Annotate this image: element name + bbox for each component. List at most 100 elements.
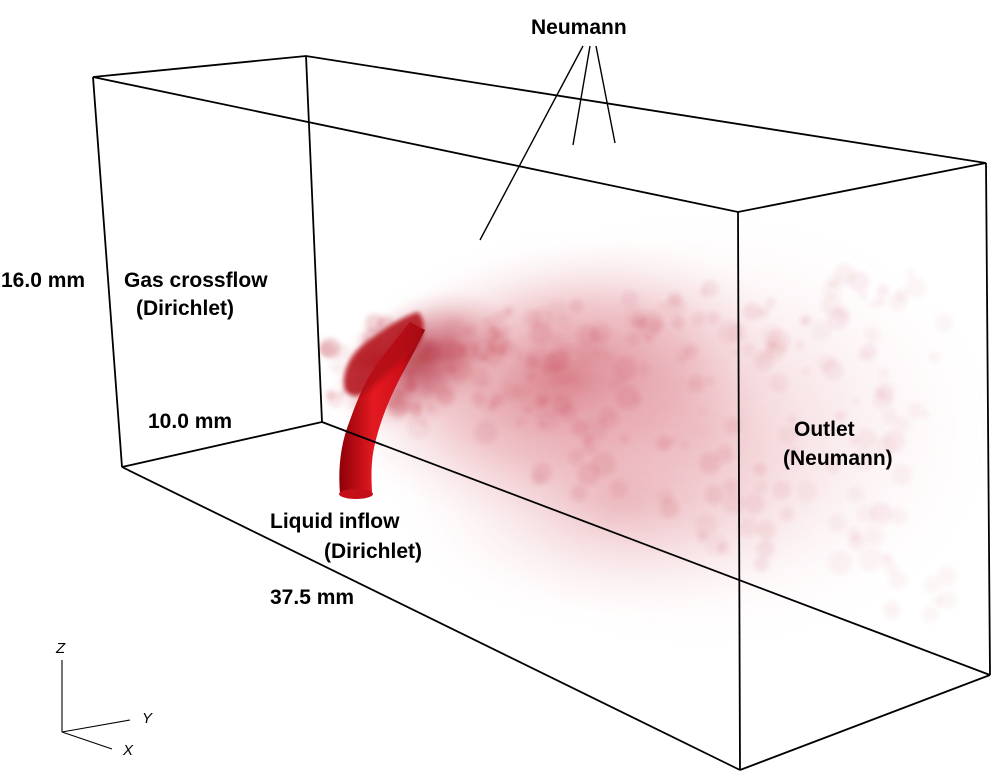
spray-speckle [878, 368, 889, 378]
spray-speckle [934, 313, 953, 332]
spray-speckle [760, 354, 768, 361]
spray-speckle [787, 415, 796, 424]
spray-speckle [908, 402, 924, 419]
domain-box [92, 55, 991, 771]
spray-speckle [531, 470, 546, 486]
spray-speckle [538, 421, 547, 430]
spray-speckle [474, 421, 498, 444]
spray-speckle [616, 386, 640, 410]
spray-speckle [895, 416, 911, 432]
spray-speckle [905, 269, 915, 280]
spray-speckle [731, 348, 740, 357]
spray-speckle [625, 307, 648, 330]
leader-line [479, 45, 584, 241]
spray-speckle [754, 481, 767, 494]
spray-speckle [659, 498, 680, 518]
box-edge-bottom-outlet [739, 674, 991, 771]
spray-speckle [576, 342, 599, 365]
spray-speckle [825, 457, 841, 473]
spray-speckle [610, 479, 627, 497]
spray-speckle [616, 377, 626, 387]
spray-speckle [613, 356, 637, 380]
spray-speckle [803, 367, 811, 375]
spray-speckle [779, 426, 796, 444]
spray-speckle [852, 447, 876, 471]
spray-speckle [516, 351, 524, 359]
spray-speckle [892, 465, 913, 485]
spray-speckle [871, 300, 878, 308]
spray-speckle [936, 566, 957, 586]
spray-speckle [744, 493, 765, 514]
spray-speckle [847, 486, 865, 503]
spray-speckle [471, 391, 487, 407]
leader-line [595, 45, 616, 144]
spray-speckle [766, 329, 790, 353]
spray-speckle [716, 446, 734, 463]
label-width: 10.0 mm [148, 410, 232, 433]
spray-speckle [701, 280, 718, 297]
spray-speckle [524, 310, 542, 328]
label-inflow: Liquid inflow [270, 510, 400, 533]
spray-speckle [894, 287, 909, 303]
spray-speckle [570, 485, 587, 502]
label-neumann-top: Neumann [531, 16, 627, 39]
box-edge-bottom-inlet [121, 421, 323, 468]
spray-speckle [857, 429, 876, 449]
x-axis-label: X [122, 742, 134, 759]
spray-speckle [523, 405, 532, 413]
spray-speckle [797, 481, 818, 502]
spray-speckle [513, 385, 529, 401]
label-outlet-bc: (Neumann) [783, 447, 893, 470]
spray-speckle [754, 556, 769, 572]
spray-speckle [667, 436, 677, 446]
leader-line [572, 45, 591, 146]
spray-speckle [727, 323, 747, 343]
spray-speckle [691, 312, 706, 327]
spray-speckle [850, 436, 860, 447]
spray-speckle [638, 362, 651, 376]
spray-speckle [888, 571, 907, 590]
spray-speckle [882, 553, 893, 564]
spray-speckle [599, 408, 618, 428]
spray-speckle [923, 576, 940, 594]
spray-speckle [864, 327, 881, 343]
spray-speckle [849, 534, 866, 551]
spray-speckle [683, 344, 698, 359]
label-outlet: Outlet [794, 418, 855, 441]
box-edge-front-left-vertical [737, 211, 741, 771]
spray-speckle [764, 297, 776, 309]
spray-speckle [657, 301, 668, 312]
spray-speckle [553, 359, 577, 383]
spray-speckle [697, 531, 708, 542]
spray-speckle [644, 335, 652, 343]
spray-speckle [876, 284, 890, 297]
liquid-jet-base [339, 489, 373, 499]
box-edge-bottom-near [121, 466, 741, 771]
spray-speckle [707, 312, 720, 325]
spray-speckle [859, 547, 883, 572]
spray-speckle [656, 436, 671, 451]
spray-speckle [503, 306, 513, 317]
spray-speckle [848, 271, 870, 292]
spray-speckle [858, 350, 869, 361]
spray-speckle [610, 381, 619, 390]
spray-speckle [872, 389, 894, 410]
spray-speckle [929, 351, 940, 363]
spray-speckle [922, 606, 939, 623]
spray-speckle [869, 502, 893, 525]
spray-speckle [827, 514, 846, 533]
spray-speckle [681, 441, 689, 449]
spray-speckle [811, 320, 832, 341]
spray-speckle [705, 377, 714, 385]
spray-speckle [822, 280, 841, 299]
axis-triad: Z Y X [55, 640, 153, 759]
spray-speckle [526, 371, 536, 381]
spray-speckle [524, 355, 540, 371]
spray-speckle [822, 359, 843, 380]
spray-speckle [725, 418, 741, 435]
spray-speckle [529, 322, 553, 345]
spray-speckle [694, 514, 717, 537]
spray-speckle [795, 340, 805, 350]
spray-speckle [582, 439, 598, 455]
